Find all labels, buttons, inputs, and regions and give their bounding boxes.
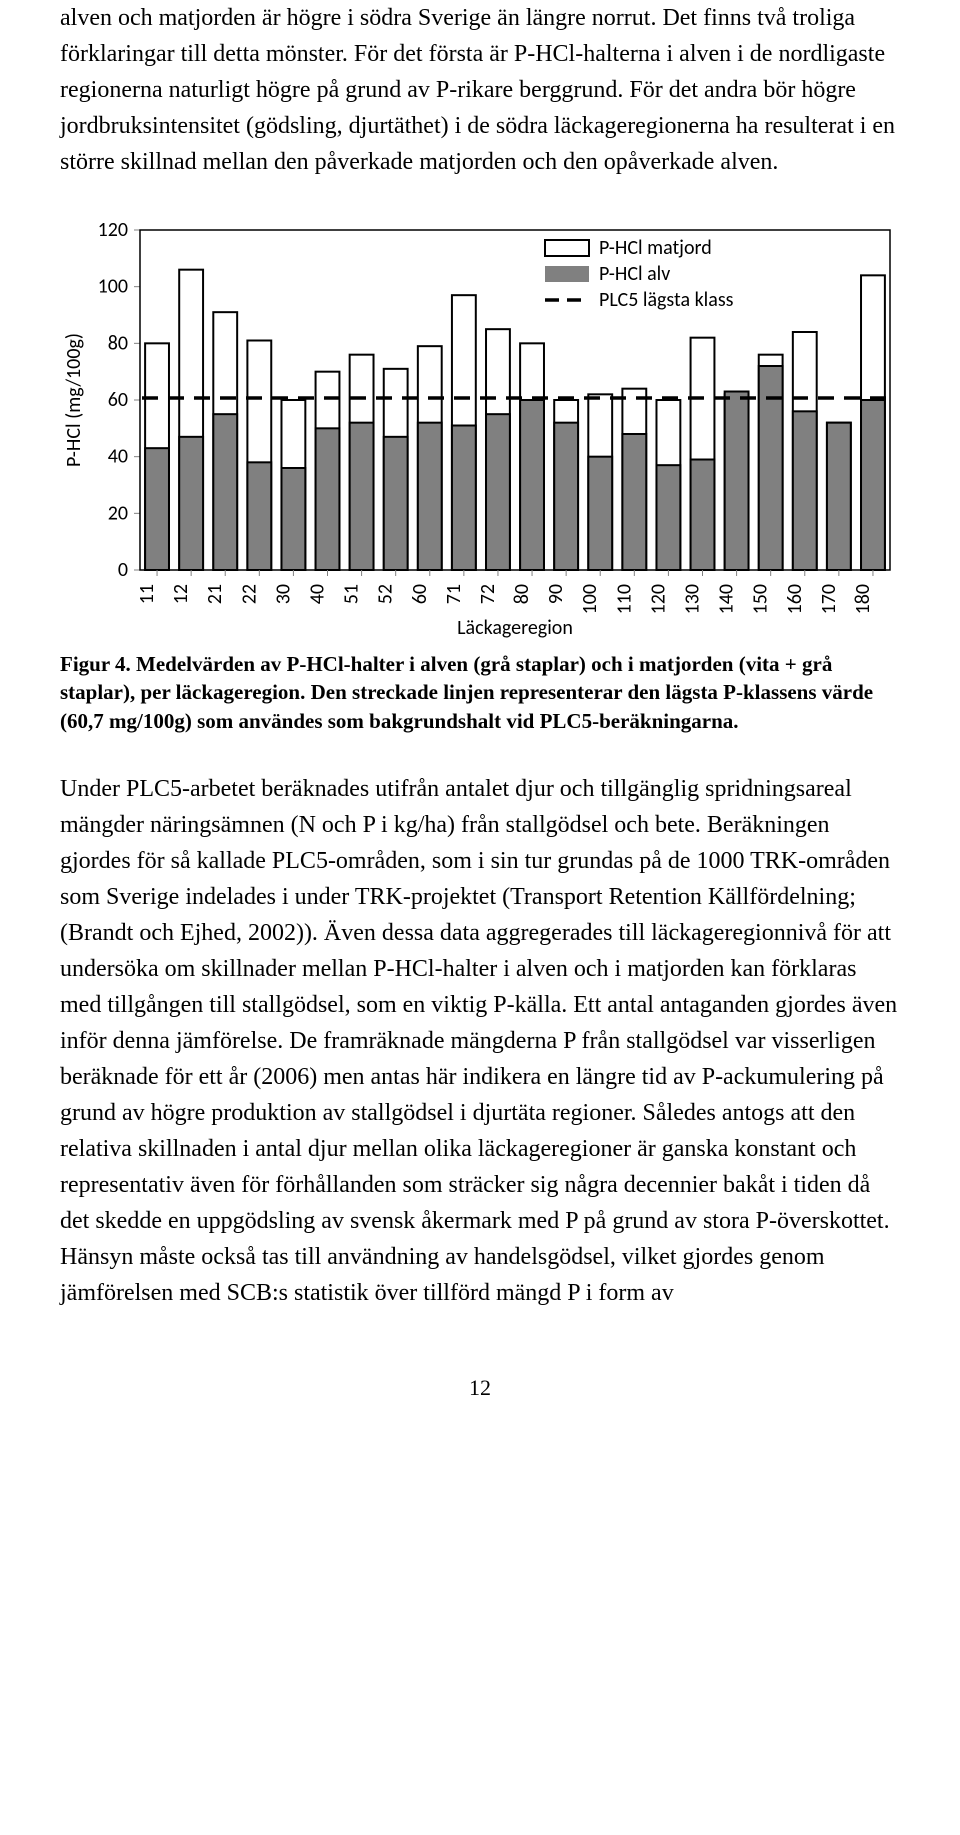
- paragraph-1: alven och matjorden är högre i södra Sve…: [60, 0, 900, 180]
- svg-text:20: 20: [108, 501, 128, 525]
- svg-text:80: 80: [510, 584, 534, 604]
- svg-text:100: 100: [578, 584, 602, 614]
- svg-text:130: 130: [681, 584, 705, 614]
- svg-text:21: 21: [203, 584, 227, 604]
- svg-text:12: 12: [169, 584, 193, 604]
- svg-text:P-HCl alv: P-HCl alv: [599, 262, 670, 286]
- svg-text:80: 80: [108, 331, 128, 355]
- svg-text:110: 110: [612, 584, 636, 614]
- svg-text:60: 60: [408, 584, 432, 604]
- svg-text:120: 120: [646, 584, 670, 614]
- svg-text:Läckageregion: Läckageregion: [457, 616, 573, 640]
- svg-text:40: 40: [306, 584, 330, 604]
- svg-text:71: 71: [442, 584, 466, 604]
- svg-text:22: 22: [237, 584, 261, 604]
- svg-text:52: 52: [374, 584, 398, 604]
- chart-svg: 0 20 40 60 80 100 120 P-HCl (mg/100g) 11 12 21 22 30…: [60, 220, 900, 640]
- paragraph-2: Under PLC5-arbetet beräknades utifrån an…: [60, 771, 900, 1311]
- svg-text:11: 11: [135, 584, 159, 604]
- bar-chart: 0 20 40 60 80 100 120 P-HCl (mg/100g) 11 12 21 22 30…: [60, 220, 900, 640]
- svg-text:PLC5 lägsta klass: PLC5 lägsta klass: [599, 288, 734, 312]
- figure-caption: Figur 4. Medelvärden av P-HCl-halter i a…: [60, 650, 900, 735]
- svg-text:140: 140: [715, 584, 739, 614]
- svg-text:40: 40: [108, 445, 128, 469]
- svg-text:170: 170: [817, 584, 841, 614]
- page-number: 12: [60, 1371, 900, 1404]
- svg-text:72: 72: [476, 584, 500, 604]
- svg-text:0: 0: [118, 558, 128, 582]
- svg-text:60: 60: [108, 388, 128, 412]
- svg-text:90: 90: [544, 584, 568, 604]
- svg-text:180: 180: [851, 584, 875, 614]
- svg-text:100: 100: [98, 275, 128, 299]
- svg-text:P-HCl (mg/100g): P-HCl (mg/100g): [62, 333, 86, 467]
- svg-text:160: 160: [783, 584, 807, 614]
- svg-text:51: 51: [340, 584, 364, 604]
- svg-text:150: 150: [749, 584, 773, 614]
- svg-text:30: 30: [271, 584, 295, 604]
- svg-text:120: 120: [98, 220, 128, 242]
- svg-text:P-HCl matjord: P-HCl matjord: [599, 236, 712, 260]
